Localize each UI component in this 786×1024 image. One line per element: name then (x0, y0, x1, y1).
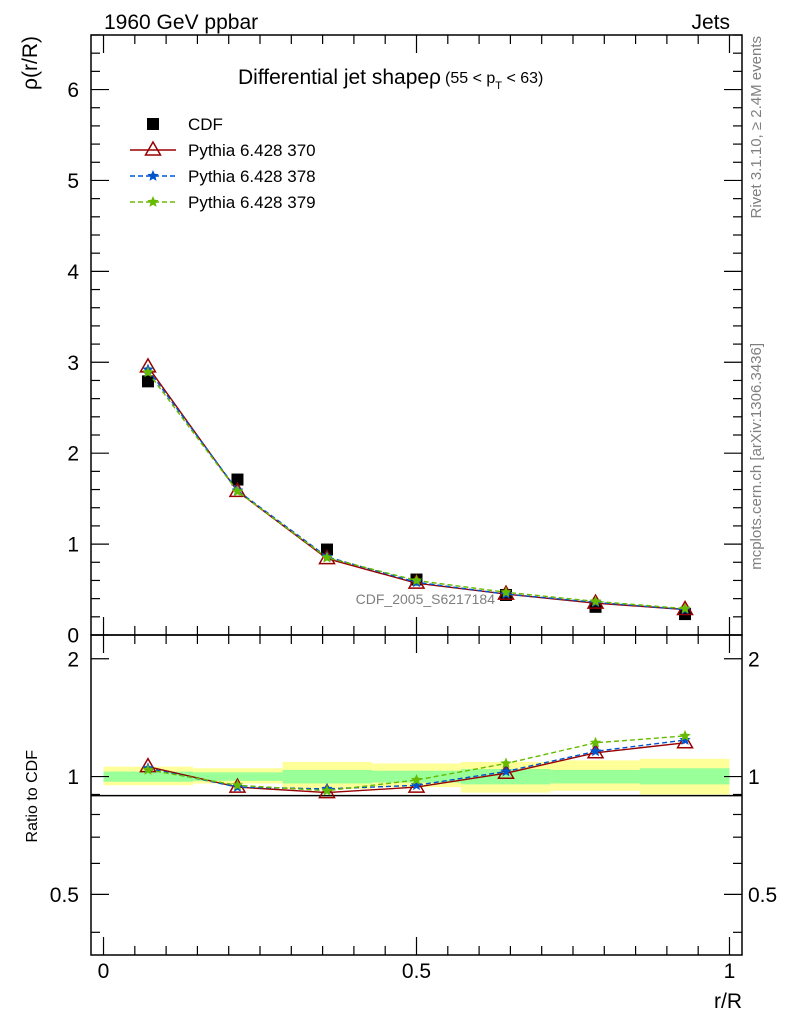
main-pythia-6-428-379-point (321, 551, 333, 563)
main-y-tick-label: 6 (67, 79, 79, 102)
ratio-pythia-6-428-379-point (410, 774, 423, 785)
ratio-pythia-6-428-379-point (679, 729, 691, 741)
axis-ticks: 0 1 2 3 4 5 6 0 0.5 1 0.5 0.5 1 1 2 2 (50, 34, 777, 983)
category-label: Jets (691, 11, 730, 34)
ratio-pythia-6-428-370-point (676, 733, 694, 749)
ratio-pythia-6-428-379-point (142, 763, 154, 775)
ratio-pythia-6-428-378-point (500, 765, 512, 777)
x-tick-label: 0.5 (402, 960, 431, 983)
main-pythia-6-428-379-point (589, 595, 602, 607)
main-pythia-6-428-379-line (147, 371, 686, 610)
main-y-tick-label: 4 (67, 261, 79, 284)
ratio-y-tick-label-right: 0.5 (748, 884, 777, 907)
ratio-pythia-6-428-379-point (589, 736, 602, 748)
legend-label-pythia-6-428-378: Pythia 6.428 378 (188, 167, 316, 186)
main-y-tick-label: 5 (67, 170, 79, 193)
legend-label-pythia-6-428-370: Pythia 6.428 370 (188, 141, 316, 160)
ratio-y-tick-label-right: 1 (748, 766, 760, 789)
main-y-tick-label: 1 (67, 534, 79, 557)
legend-label-pythia-6-428-379: Pythia 6.428 379 (188, 193, 316, 212)
analysis-id-watermark: CDF_2005_S6217184 (356, 591, 496, 607)
main-pythia-6-428-370-line (147, 366, 686, 611)
ratio-pythia-6-428-378-point (589, 745, 602, 757)
ratio-series-group (139, 729, 694, 799)
ratio-pythia-6-428-370-point (497, 763, 515, 779)
ratio-pythia-6-428-379-point (500, 757, 512, 769)
x-tick-label: 0 (98, 960, 110, 983)
main-cdf-point (141, 375, 154, 388)
ratio-y-axis-label: Ratio to CDF (24, 750, 41, 843)
inner-band-bin (550, 769, 640, 784)
ratio-pythia-6-428-379-point (321, 784, 333, 796)
collision-label: 1960 GeV ppbar (104, 11, 258, 34)
main-y-tick-label: 2 (67, 443, 79, 466)
main-pythia-6-428-379-point (231, 485, 244, 497)
legend-marker-cdf (147, 118, 159, 130)
main-pythia-6-428-379-point (500, 586, 512, 598)
legend-marker-pythia-6-428-379 (147, 196, 159, 207)
ratio-pythia-6-428-378-point (679, 734, 691, 745)
inner-band-bin (639, 768, 730, 785)
legend-marker-pythia-6-428-370 (144, 140, 162, 156)
main-y-axis-label: ρ(r/R) (19, 36, 42, 90)
main-cdf-point (231, 473, 244, 486)
inner-band-bin (460, 769, 551, 785)
ratio-y-tick-label-right: 2 (748, 648, 760, 671)
rivet-version-label: Rivet 3.1.10, ≥ 2.4M events (748, 36, 765, 219)
main-pythia-6-428-379-point (142, 366, 154, 378)
ratio-pythia-6-428-379-point (231, 779, 244, 791)
legend: CDF Pythia 6.428 370 Pythia 6.428 378 Pythi… (130, 115, 316, 212)
x-tick-label: 1 (724, 960, 736, 983)
ratio-y-tick-label: 1 (67, 766, 79, 789)
inner-band-bin (282, 769, 373, 784)
mcplots-credit-label: mcplots.cern.ch [arXiv:1306.3436] (748, 343, 765, 570)
main-series-group (139, 357, 694, 621)
main-pythia-6-428-379-point (410, 574, 423, 586)
main-y-tick-label: 3 (67, 352, 79, 375)
ratio-y-tick-label: 0.5 (50, 884, 79, 907)
main-y-tick-label: 0 (67, 625, 79, 648)
inner-band-bin (103, 771, 194, 782)
ratio-pythia-6-428-378-point (410, 779, 423, 791)
main-pythia-6-428-379-point (679, 602, 691, 614)
x-axis-label: r/R (714, 990, 742, 1013)
legend-marker-pythia-6-428-378 (147, 170, 159, 181)
inner-band-bin (193, 772, 283, 781)
ratio-y-tick-label: 2 (67, 648, 79, 671)
legend-label-cdf: CDF (188, 115, 223, 134)
plot-title: Differential jet shapeρ (55 < pT < 63) (238, 66, 543, 92)
main-pythia-6-428-378-line (147, 369, 686, 611)
